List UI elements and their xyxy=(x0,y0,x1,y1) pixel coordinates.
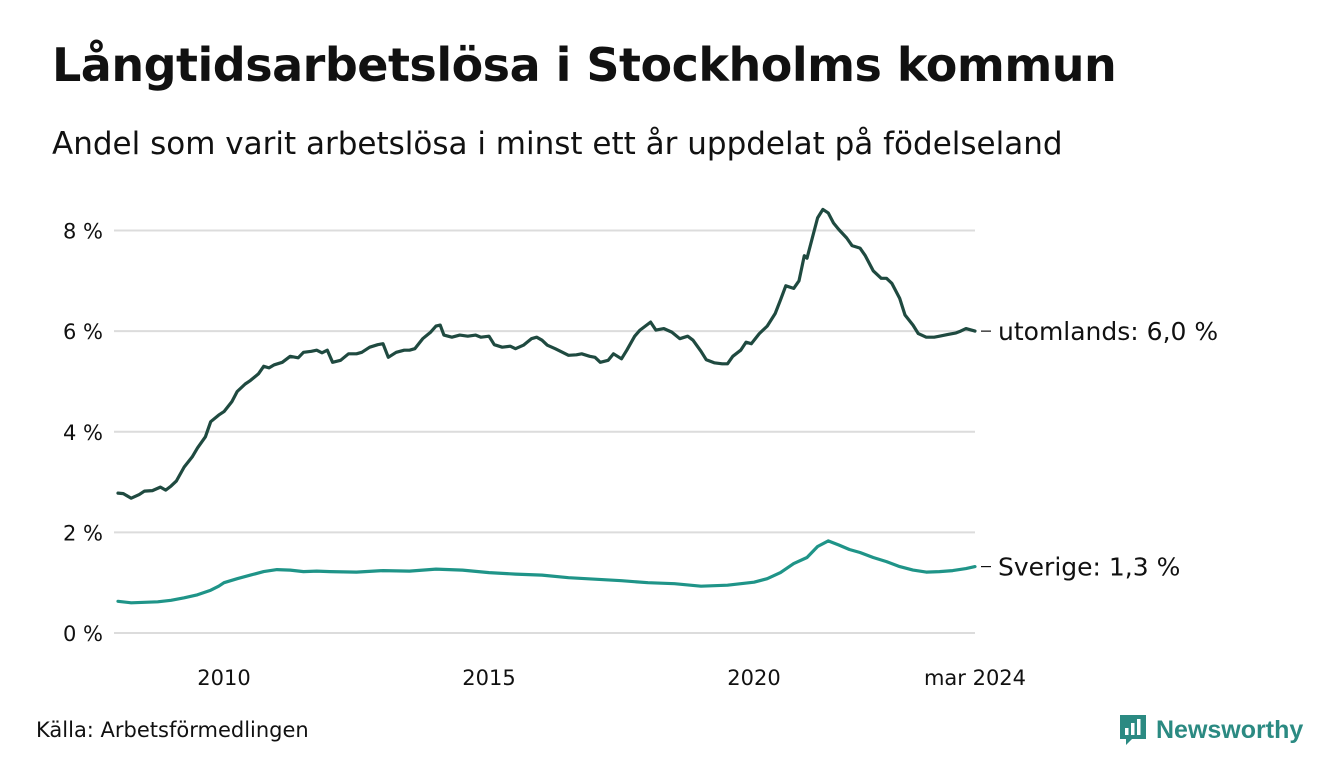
y-axis: 0 % 2 % 4 % 6 % 8 % xyxy=(63,220,103,647)
x-tick-label: mar 2024 xyxy=(924,666,1026,690)
grid-layer xyxy=(114,229,975,634)
y-tick-label: 2 % xyxy=(63,521,103,545)
y-tick-label: 8 % xyxy=(63,220,103,244)
end-label-utomlands: utomlands: 6,0 % xyxy=(998,317,1218,346)
end-label-sverige: Sverige: 1,3 % xyxy=(998,553,1180,582)
series-line-sverige xyxy=(116,539,977,605)
series-line-utomlands xyxy=(116,207,977,500)
y-tick-label: 0 % xyxy=(63,622,103,646)
y-tick-label: 4 % xyxy=(63,421,103,445)
newsworthy-logo-icon xyxy=(1120,715,1146,745)
series-labels: utomlands: 6,0 % Sverige: 1,3 % xyxy=(981,317,1218,582)
brand-name: Newsworthy xyxy=(1156,715,1304,744)
y-tick-label: 6 % xyxy=(63,320,103,344)
source-note: Källa: Arbetsförmedlingen xyxy=(36,718,309,742)
x-axis: 2010 2015 2020 mar 2024 xyxy=(197,666,1026,690)
x-tick-label: 2010 xyxy=(197,666,250,690)
chart-subtitle: Andel som varit arbetslösa i minst ett å… xyxy=(52,126,1063,162)
chart-title: Långtidsarbetslösa i Stockholms kommun xyxy=(52,38,1117,92)
x-tick-label: 2020 xyxy=(727,666,780,690)
x-tick-label: 2015 xyxy=(462,666,515,690)
series-layer xyxy=(116,207,977,605)
brand-logo[interactable]: Newsworthy xyxy=(1118,712,1303,748)
line-chart: 0 % 2 % 4 % 6 % 8 % 2010 2015 2020 mar 2024 uto… xyxy=(63,207,1218,690)
